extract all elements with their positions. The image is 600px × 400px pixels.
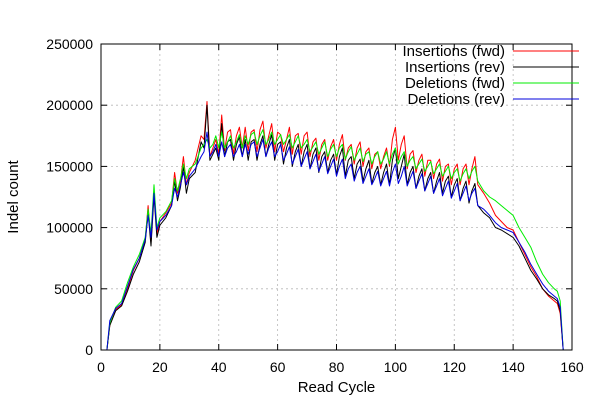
y-tick-label: 0 bbox=[85, 342, 93, 358]
legend-label-insertions-rev: Insertions (rev) bbox=[405, 59, 505, 76]
y-tick-label: 150000 bbox=[46, 158, 93, 174]
x-tick-label: 160 bbox=[560, 359, 584, 375]
series-line-insertions-fwd bbox=[106, 101, 564, 351]
series-lines bbox=[106, 101, 564, 351]
legend-label-deletions-rev: Deletions (rev) bbox=[407, 91, 505, 108]
x-tick-label: 0 bbox=[97, 359, 105, 375]
y-axis-label: Indel count bbox=[5, 159, 22, 233]
series-line-deletions-rev bbox=[106, 131, 564, 351]
x-tick-label: 100 bbox=[384, 359, 408, 375]
y-tick-label: 50000 bbox=[54, 281, 93, 297]
y-tick-label: 200000 bbox=[46, 97, 93, 113]
series-line-insertions-rev bbox=[106, 104, 564, 351]
grid-lines bbox=[101, 44, 572, 350]
y-tick-label: 250000 bbox=[46, 36, 93, 52]
axis-ticks: 0 20 40 60 80 100 120 140 160 0 50000 100000 150000 2… bbox=[46, 36, 584, 375]
legend: Insertions (fwd)Insertions (rev)Deletion… bbox=[402, 43, 579, 108]
x-tick-label: 20 bbox=[152, 359, 168, 375]
series-line-deletions-fwd bbox=[106, 129, 564, 351]
x-tick-label: 120 bbox=[443, 359, 467, 375]
x-tick-label: 140 bbox=[501, 359, 525, 375]
x-tick-label: 80 bbox=[329, 359, 345, 375]
x-tick-label: 40 bbox=[211, 359, 227, 375]
x-tick-label: 60 bbox=[270, 359, 286, 375]
y-tick-label: 100000 bbox=[46, 220, 93, 236]
x-axis-label: Read Cycle bbox=[298, 379, 376, 396]
legend-label-deletions-fwd: Deletions (fwd) bbox=[405, 75, 505, 92]
legend-label-insertions-fwd: Insertions (fwd) bbox=[402, 43, 505, 60]
